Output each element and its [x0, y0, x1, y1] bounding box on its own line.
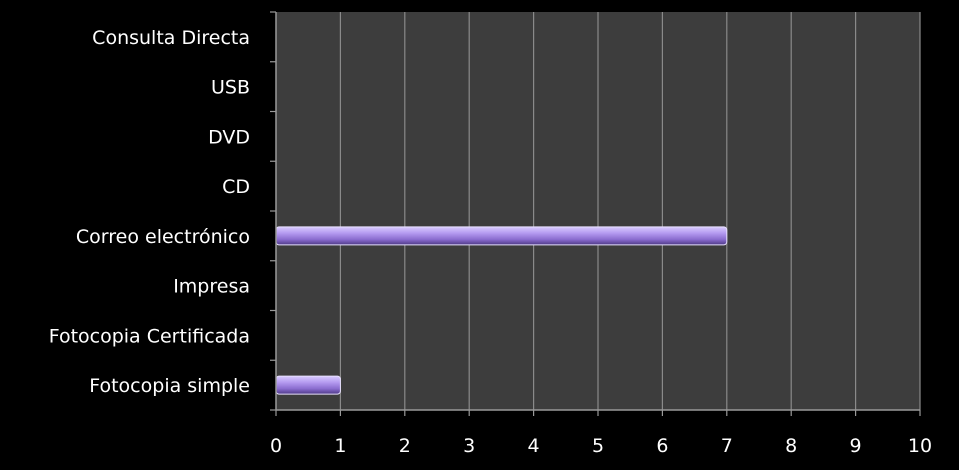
gridlines: [339, 12, 921, 410]
category-label: Fotocopia Certificada: [49, 325, 250, 347]
x-tick-label: 5: [592, 435, 604, 457]
x-tick-label: 8: [785, 435, 797, 457]
x-tick-label: 0: [270, 435, 282, 457]
bar: [275, 226, 728, 246]
category-label: Correo electrónico: [76, 226, 250, 248]
x-tick-label: 4: [528, 435, 540, 457]
category-label: DVD: [208, 126, 250, 148]
axes: [270, 11, 921, 416]
x-tick-labels: 0 1 2 3 4 5 6 7 8 9 10: [270, 435, 932, 457]
category-labels: Consulta Directa USB DVD CD Correo electróni…: [49, 27, 250, 397]
category-label: CD: [222, 176, 250, 198]
category-label: Impresa: [173, 276, 250, 298]
category-label: Consulta Directa: [92, 27, 250, 49]
category-label: Fotocopia simple: [89, 375, 250, 397]
x-tick-label: 3: [463, 435, 475, 457]
x-tick-label: 1: [334, 435, 346, 457]
x-tick-label: 7: [721, 435, 733, 457]
x-tick-label: 6: [656, 435, 668, 457]
x-tick-label: 10: [908, 435, 932, 457]
bar: [275, 375, 341, 395]
x-tick-label: 2: [399, 435, 411, 457]
category-label: USB: [211, 77, 250, 99]
x-tick-label: 9: [850, 435, 862, 457]
